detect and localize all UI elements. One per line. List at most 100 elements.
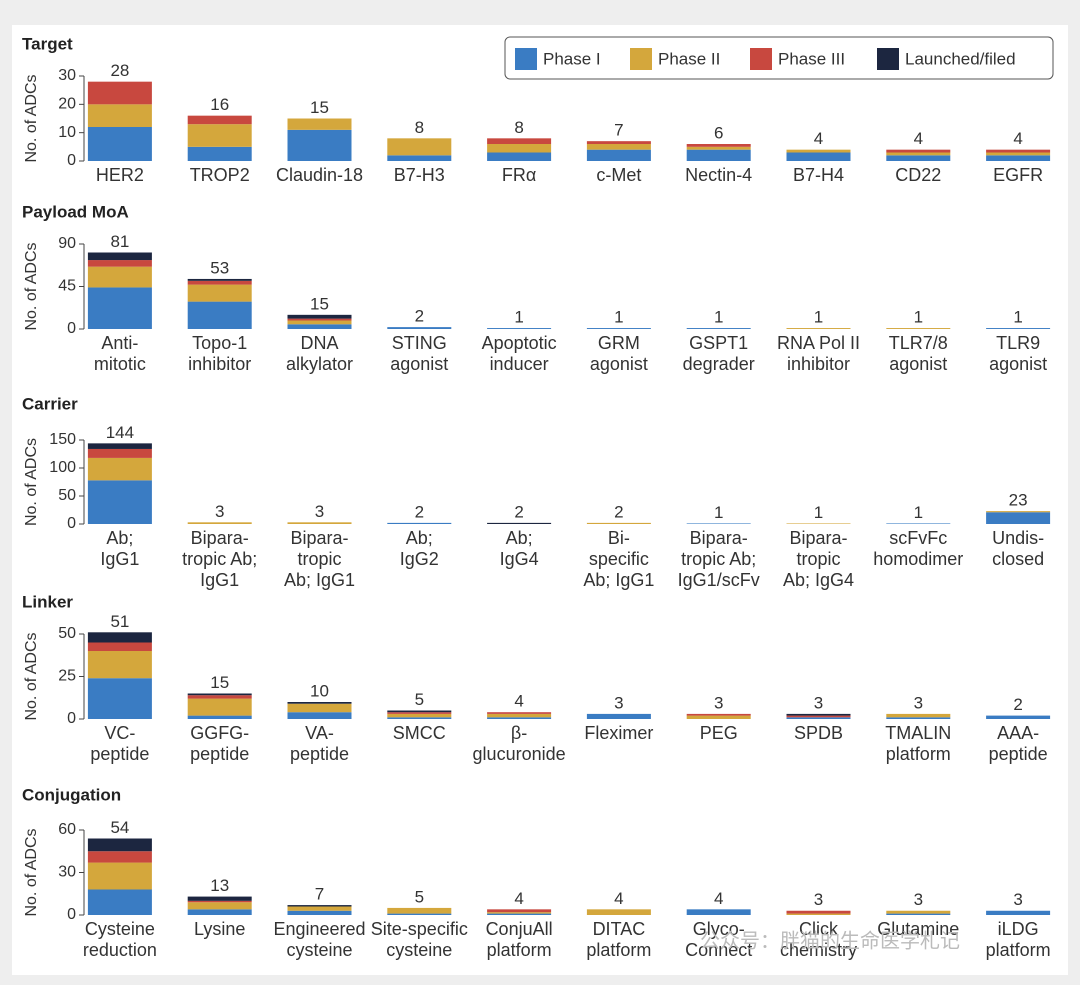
bar-segment [986,511,1051,513]
x-tick-label: TROP2 [190,165,250,185]
bar-segment [187,909,252,915]
bar-segment [986,910,1051,915]
bar-segment [886,713,951,718]
bar-segment [287,118,352,130]
x-tick-label: iLDG platform [986,919,1051,960]
bar-segment [387,913,452,915]
bar-segment [786,717,851,719]
x-tick-label: SMCC [393,723,446,743]
x-tick-label: Bipara-tropic Ab; IgG4 [783,528,854,590]
total-label: 4 [914,129,923,148]
bar-segment [187,896,252,901]
panel-title: Linker [22,592,73,611]
total-label: 15 [210,673,229,692]
x-tick-label: TLR7/8 agonist [889,333,948,374]
total-label: 5 [415,887,424,906]
total-label: 3 [315,502,324,521]
bar-segment [786,910,851,914]
bar-segment [686,146,751,150]
total-label: 4 [714,889,723,908]
total-label: 23 [1009,491,1028,510]
total-label: 4 [1013,129,1022,148]
x-tick-label: Glutamine [877,919,959,939]
total-label: 53 [210,258,229,277]
total-label: 54 [110,818,129,837]
total-label: 1 [714,503,723,522]
bar-segment [986,152,1051,156]
x-tick-label: GGFG-peptide [190,723,249,764]
bar-segment [786,715,851,718]
total-label: 3 [914,890,923,909]
total-label: 1 [614,308,623,327]
bar-segment [387,327,452,329]
bar-segment [886,155,951,161]
x-tick-label: Glyco-Connect [685,919,752,960]
bar-segment [886,328,951,329]
total-label: 51 [110,612,129,631]
y-axis-title: No. of ADCs [23,74,40,162]
y-tick-label: 60 [58,821,76,838]
x-tick-label: Ab; IgG4 [500,528,539,569]
x-tick-label: GSPT1 degrader [683,333,755,374]
bar-segment [487,522,552,524]
total-label: 4 [814,129,823,148]
bar-segment [87,838,152,852]
total-label: 7 [614,121,623,140]
total-label: 6 [714,123,723,142]
total-label: 3 [614,693,623,712]
bar-segment [586,144,651,150]
x-tick-label: β-glucuronide [473,723,566,764]
bar-segment [187,278,252,281]
x-tick-label: Ab; IgG1 [100,528,139,569]
bar-segment [387,713,452,718]
y-tick-label: 0 [67,320,76,337]
bar-segment [986,149,1051,153]
bar-segment [87,266,152,288]
bar-segment [87,862,152,890]
bar-segment [986,512,1051,524]
x-tick-label: CD22 [895,165,941,185]
total-label: 1 [1013,308,1022,327]
bar-segment [187,301,252,329]
bar-segment [287,324,352,329]
bar-segment [87,443,152,449]
legend-label: Phase I [543,49,601,68]
bar-segment [886,717,951,719]
y-tick-label: 25 [58,668,76,685]
legend-swatch [750,48,772,70]
bar-segment [287,712,352,719]
bar-segment [487,909,552,913]
total-label: 2 [415,502,424,521]
x-tick-label: ConjuAll platform [486,919,553,960]
total-label: 28 [110,61,129,80]
bar-segment [87,104,152,127]
legend-swatch [515,48,537,70]
bar-segment [586,713,651,719]
total-label: 2 [415,307,424,326]
x-tick-label: Ab; IgG2 [400,528,439,569]
y-tick-label: 20 [58,96,76,113]
x-tick-label: Click chemistry [780,919,857,960]
bar-segment [686,523,751,524]
total-label: 15 [310,294,329,313]
x-tick-label: EGFR [993,165,1043,185]
x-tick-label: RNA Pol II inhibitor [777,333,860,374]
bar-segment [87,127,152,161]
bar-segment [287,905,352,907]
y-tick-label: 0 [67,515,76,532]
x-tick-label: Site-specific cysteine [371,919,468,960]
bar-segment [586,149,651,161]
bar-segment [586,141,651,144]
x-tick-label: Engineered cysteine [273,919,365,960]
legend-swatch [877,48,899,70]
bar-segment [87,81,152,105]
bar-segment [287,702,352,704]
bar-segment [187,115,252,125]
panel-title: Carrier [22,394,78,413]
x-tick-label: Bipara-tropic Ab; IgG1 [284,528,355,590]
total-label: 7 [315,885,324,904]
x-tick-label: Claudin-18 [276,165,363,185]
x-tick-label: scFvFc homodimer [873,528,963,569]
total-label: 3 [1013,890,1022,909]
